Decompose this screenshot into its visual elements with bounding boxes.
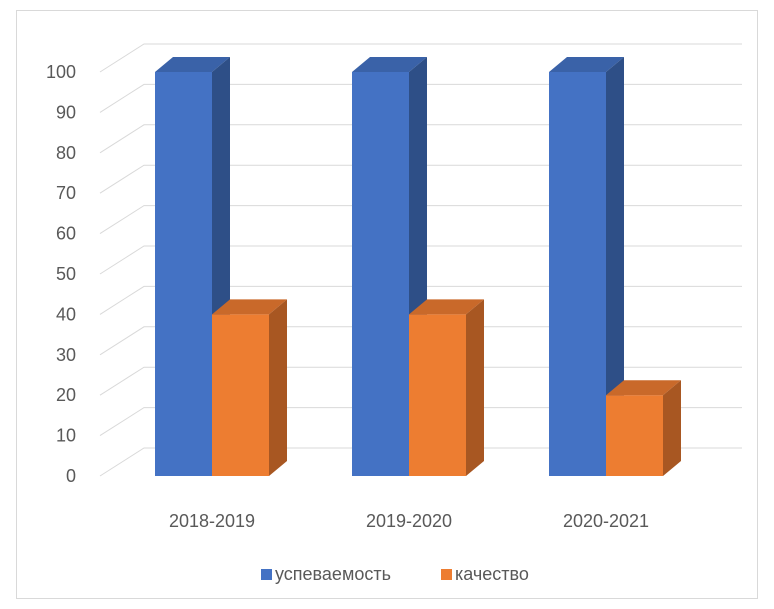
y-tick-label: 70 [56, 183, 76, 203]
x-axis-categories: 2018-2019 2019-2020 2020-2021 [169, 511, 649, 531]
bar-top [606, 380, 681, 396]
gridline [99, 124, 742, 154]
gridline [99, 447, 742, 477]
bar-top [409, 299, 484, 315]
gridline [99, 285, 742, 315]
bar-front [155, 72, 212, 476]
gridline [99, 366, 742, 396]
bar-front [606, 395, 663, 476]
bar-side [663, 380, 681, 476]
bar-side [466, 299, 484, 476]
legend-label: качество [455, 564, 529, 584]
y-tick-label: 10 [56, 426, 76, 446]
y-tick-label: 40 [56, 304, 76, 324]
x-category-label: 2020-2021 [563, 511, 649, 531]
bar-top [549, 57, 624, 72]
y-tick-label: 100 [46, 62, 76, 82]
legend: успеваемость качество [261, 564, 529, 584]
x-category-label: 2019-2020 [366, 511, 452, 531]
y-tick-label: 30 [56, 345, 76, 365]
bar-top [155, 57, 230, 72]
bar-front [212, 314, 269, 476]
y-tick-label: 80 [56, 143, 76, 163]
bar-side [269, 299, 287, 476]
y-tick-label: 50 [56, 264, 76, 284]
bar [409, 299, 484, 476]
bar-front [409, 314, 466, 476]
bar-top [212, 299, 287, 315]
y-tick-label: 20 [56, 385, 76, 405]
gridline [99, 407, 742, 437]
bar [549, 57, 624, 476]
gridline [99, 205, 742, 235]
bar-side [606, 57, 624, 476]
bars [155, 57, 681, 476]
y-tick-label: 60 [56, 224, 76, 244]
gridlines [99, 43, 742, 477]
gridline [99, 245, 742, 275]
y-tick-label: 0 [66, 466, 76, 486]
bar-front [352, 72, 409, 476]
x-category-label: 2018-2019 [169, 511, 255, 531]
gridline [99, 83, 742, 113]
gridline [99, 326, 742, 356]
y-axis-ticks: 0 10 20 30 40 50 60 70 80 90 100 [46, 62, 76, 486]
gridline [99, 43, 742, 73]
bar [606, 380, 681, 476]
bar-top [352, 57, 427, 72]
legend-label: успеваемость [275, 564, 391, 584]
y-tick-label: 90 [56, 102, 76, 122]
gridline [99, 164, 742, 194]
legend-swatch [261, 569, 272, 580]
bar [212, 299, 287, 476]
legend-swatch [441, 569, 452, 580]
bar-front [549, 72, 606, 476]
